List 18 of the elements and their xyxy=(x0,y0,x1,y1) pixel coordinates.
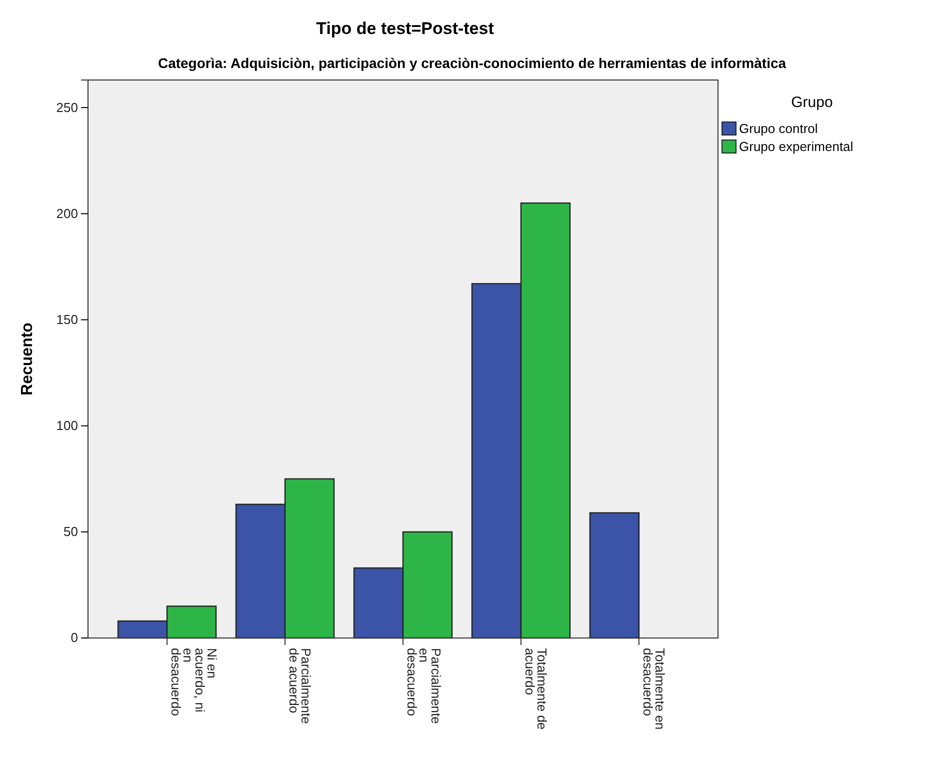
legend-title: Grupo xyxy=(791,94,833,111)
y-tick-label: 50 xyxy=(64,524,78,540)
y-tick-label: 0 xyxy=(70,630,78,646)
x-tick-label: Parcialmente de acuerdo xyxy=(286,648,314,724)
y-axis-title: Recuento xyxy=(19,322,36,396)
y-tick-label: 150 xyxy=(56,312,78,327)
x-tick-label: Totalmente de acuerdo xyxy=(522,648,550,730)
x-tick-label: Ni en acuerdo, ni en desacuerdo xyxy=(168,648,220,716)
legend-label: Grupo control xyxy=(739,121,818,136)
y-tick-label: 250 xyxy=(56,100,78,115)
y-tick-label: 100 xyxy=(56,418,78,433)
bar xyxy=(589,512,640,639)
x-tick-label: Totalmente en desacuerdo xyxy=(640,648,668,730)
x-tick-label: Parcialmente en desacuerdo xyxy=(404,648,444,724)
legend-label: Grupo experimental xyxy=(739,139,854,154)
chart-subtitle: Categorìa: Adquisiciòn, participaciòn y creaciòn-conocimiento de herramientas de informàtica xyxy=(158,55,786,71)
chart-title: Tipo de test=Post-test xyxy=(316,19,494,38)
y-tick-label: 200 xyxy=(56,206,78,221)
